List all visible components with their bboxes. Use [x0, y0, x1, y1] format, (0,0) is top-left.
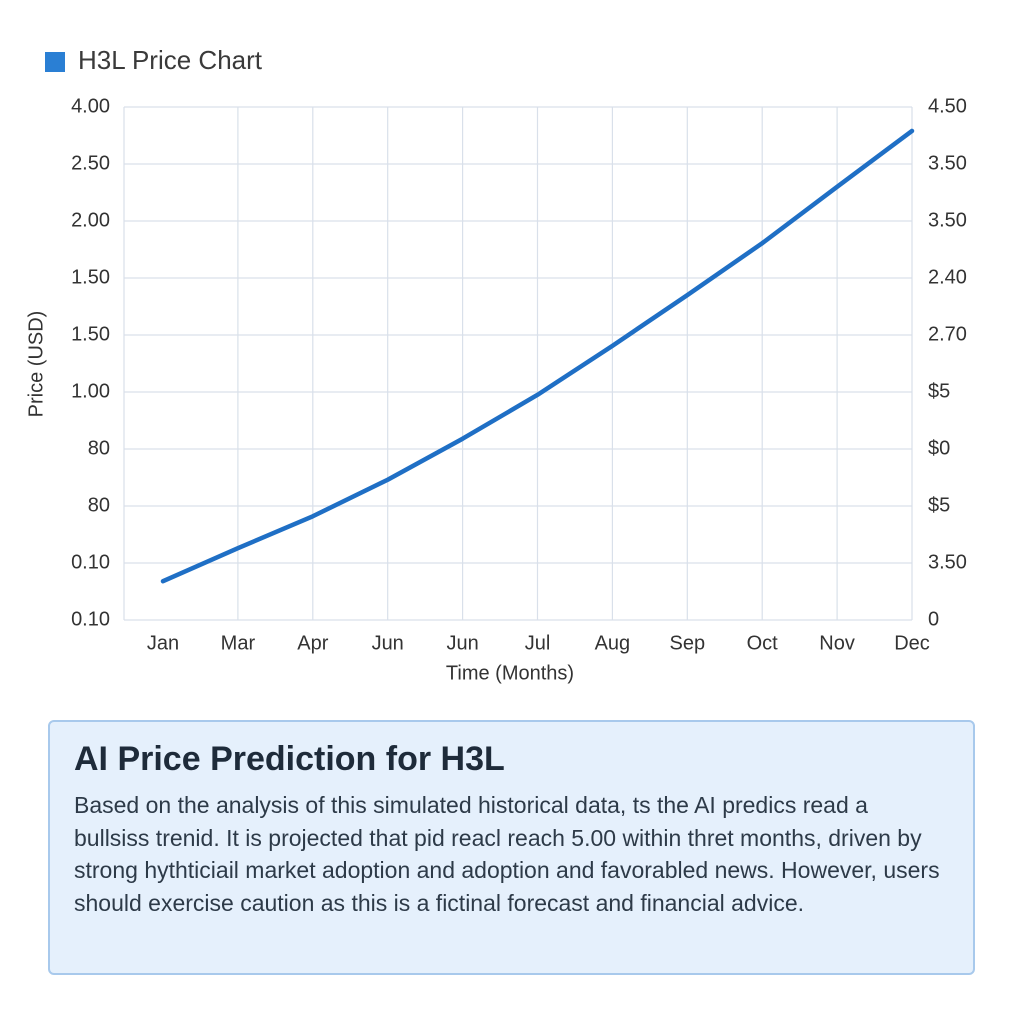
- chart-icon: [45, 52, 65, 72]
- y-tick-label: 80: [88, 437, 110, 459]
- x-tick-label: Nov: [819, 632, 855, 654]
- x-axis-label: Time (Months): [446, 662, 574, 684]
- x-tick-label: Aug: [595, 632, 631, 654]
- y2-tick-label: 0: [928, 608, 939, 630]
- y-tick-label: 2.50: [71, 152, 110, 174]
- y2-tick-label: $0: [928, 437, 950, 459]
- y-tick-label: 1.00: [71, 380, 110, 402]
- x-tick-label: Apr: [297, 632, 328, 654]
- y2-tick-label: 2.40: [928, 266, 967, 288]
- chart-title: H3L Price Chart: [78, 45, 263, 75]
- y2-tick-label: 3.50: [928, 551, 967, 573]
- y-tick-label: 4.00: [71, 95, 110, 117]
- y-tick-label: 0.10: [71, 608, 110, 630]
- y-tick-label: 80: [88, 494, 110, 516]
- y2-tick-label: 2.70: [928, 323, 967, 345]
- y-tick-label: 1.50: [71, 266, 110, 288]
- y-tick-label: 1.50: [71, 323, 110, 345]
- x-tick-label: Jun: [446, 632, 478, 654]
- y2-tick-label: $5: [928, 494, 950, 516]
- y-axis-label: Price (USD): [25, 311, 47, 418]
- x-tick-label: Jul: [525, 632, 551, 654]
- x-tick-label: Mar: [221, 632, 256, 654]
- prediction-body: Based on the analysis of this simulated …: [74, 792, 940, 916]
- x-tick-label: Sep: [670, 632, 706, 654]
- y2-tick-label: 3.50: [928, 152, 967, 174]
- x-tick-label: Oct: [747, 632, 779, 654]
- x-tick-label: Jan: [147, 632, 179, 654]
- x-tick-label: Jun: [372, 632, 404, 654]
- chart: H3L Price Chart Price (USD) Time (Months…: [25, 45, 967, 684]
- y-tick-label: 2.00: [71, 209, 110, 231]
- y2-tick-label: $5: [928, 380, 950, 402]
- x-tick-label: Dec: [894, 632, 930, 654]
- y2-tick-label: 4.50: [928, 95, 967, 117]
- price-line: [160, 128, 915, 584]
- y-tick-label: 0.10: [71, 551, 110, 573]
- prediction-title: AI Price Prediction for H3L: [74, 740, 505, 778]
- y2-tick-label: 3.50: [928, 209, 967, 231]
- prediction-panel: AI Price Prediction for H3L Based on the…: [48, 720, 975, 975]
